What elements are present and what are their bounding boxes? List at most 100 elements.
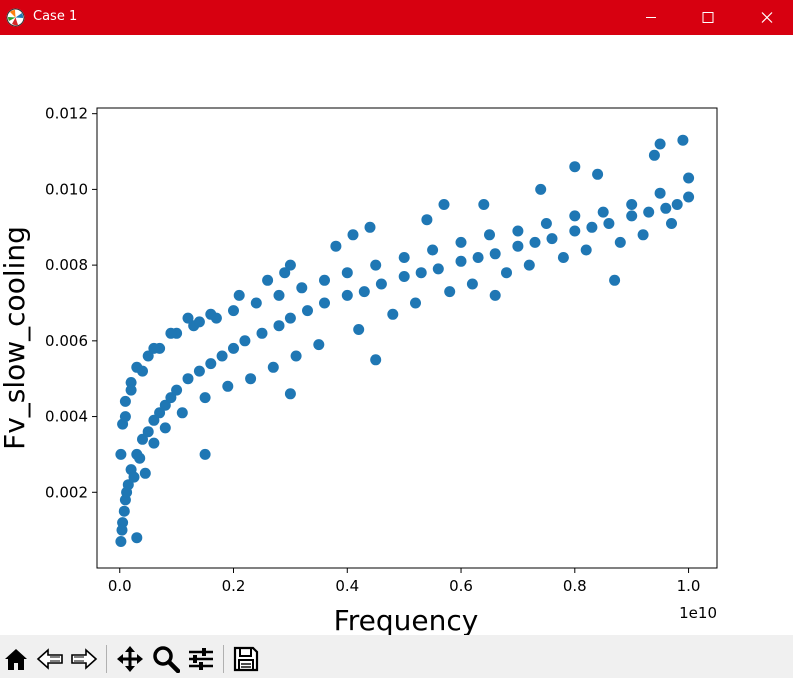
scatter-point	[586, 221, 598, 233]
home-button[interactable]	[2, 645, 30, 673]
scatter-point	[472, 252, 484, 263]
scatter-point	[489, 248, 501, 260]
configure-subplots-button[interactable]	[187, 645, 215, 673]
y-tick-label: 0.002	[45, 483, 88, 501]
scatter-point	[284, 388, 296, 400]
x-offset-label: 1e10	[679, 604, 717, 622]
title-bar[interactable]: Case 1	[0, 0, 793, 35]
axes-frame	[96, 107, 718, 569]
scatter-point	[171, 384, 183, 396]
save-button[interactable]	[232, 645, 260, 673]
x-tick-label: 1.0	[677, 577, 701, 595]
scatter-point	[535, 183, 547, 195]
scatter-point	[637, 229, 649, 241]
scatter-point	[302, 305, 313, 317]
maximize-button[interactable]	[680, 0, 736, 35]
scatter-point	[626, 199, 638, 210]
scatter-point	[427, 244, 439, 256]
scatter-point	[256, 327, 268, 339]
scatter-point	[296, 282, 308, 294]
scatter-point	[438, 199, 450, 210]
back-button[interactable]	[36, 645, 64, 673]
scatter-point	[597, 206, 609, 218]
scatter-point	[148, 342, 160, 354]
y-tick-label: 0.008	[45, 256, 88, 274]
scatter-point	[193, 365, 205, 377]
scatter-chart: 0.0 0.2 0.4 0.6 0.8 1.0 0.0020.0040.0060.0080…	[0, 105, 718, 635]
window-title: Case 1	[33, 9, 78, 24]
scatter-point	[370, 354, 382, 366]
back-icon	[36, 648, 63, 670]
scatter-point	[489, 289, 501, 301]
scatter-point	[580, 244, 592, 256]
scatter-point	[319, 274, 330, 286]
scatter-point	[313, 339, 325, 351]
y-axis-label: Fv_slow_cooling	[0, 226, 31, 450]
scatter-point	[199, 448, 211, 460]
y-tick-label: 0.004	[45, 408, 88, 426]
y-tick-label: 0.010	[45, 180, 88, 198]
scatter-point	[529, 236, 541, 248]
scatter-point	[683, 191, 695, 203]
scatter-point	[648, 149, 660, 161]
scatter-point	[165, 327, 177, 339]
toolbar-separator	[106, 645, 107, 673]
scatter-point	[387, 308, 399, 320]
scatter-point	[273, 320, 285, 332]
scatter-point	[341, 267, 353, 279]
scatter-point	[677, 134, 689, 146]
minimize-button[interactable]	[624, 0, 680, 35]
scatter-point	[205, 358, 217, 370]
scatter-point	[142, 350, 154, 362]
scatter-point	[592, 168, 604, 180]
scatter-point	[330, 240, 342, 252]
configure-subplots-icon	[189, 648, 213, 670]
scatter-point	[478, 199, 490, 210]
scatter-point	[182, 373, 194, 385]
scatter-point	[444, 286, 456, 298]
scatter-point	[370, 259, 382, 271]
maximize-icon	[702, 12, 714, 23]
zoom-button[interactable]	[152, 645, 180, 673]
figure-canvas[interactable]: 0.0 0.2 0.4 0.6 0.8 1.0 0.002 0.004 0.006 0.008 0…	[0, 35, 793, 635]
scatter-point	[569, 210, 581, 222]
scatter-point	[154, 407, 166, 419]
x-tick-label: 0.8	[563, 577, 587, 595]
scatter-point	[609, 274, 621, 286]
scatter-point	[415, 267, 427, 279]
scatter-point	[654, 138, 666, 150]
scatter-point	[279, 267, 291, 279]
scatter-point	[353, 324, 365, 335]
scatter-point	[131, 532, 143, 544]
scatter-point	[137, 433, 148, 445]
close-button[interactable]	[737, 0, 793, 35]
save-icon	[233, 646, 259, 672]
scatter-point	[115, 448, 127, 460]
pan-button[interactable]	[116, 645, 144, 673]
scatter-point	[228, 305, 239, 317]
scatter-point	[233, 289, 245, 301]
scatter-point	[643, 206, 655, 218]
scatter-point	[540, 218, 552, 229]
scatter-point	[284, 312, 296, 324]
scatter-points	[115, 134, 695, 547]
scatter-point	[546, 233, 558, 245]
scatter-point	[660, 202, 672, 214]
scatter-point	[116, 524, 128, 536]
scatter-point	[557, 252, 569, 263]
zoom-icon	[153, 646, 180, 673]
forward-icon	[71, 648, 98, 670]
scatter-point	[176, 407, 188, 419]
scatter-point	[603, 218, 615, 229]
scatter-point	[284, 259, 296, 271]
toolbar-separator	[223, 645, 224, 673]
matplotlib-app-icon	[6, 8, 25, 27]
scatter-point	[139, 467, 151, 479]
scatter-point	[347, 229, 359, 241]
scatter-point	[250, 297, 262, 309]
scatter-point	[273, 289, 285, 301]
scatter-point	[683, 172, 695, 184]
scatter-point	[245, 373, 257, 385]
forward-button[interactable]	[70, 645, 98, 673]
scatter-point	[671, 199, 683, 210]
